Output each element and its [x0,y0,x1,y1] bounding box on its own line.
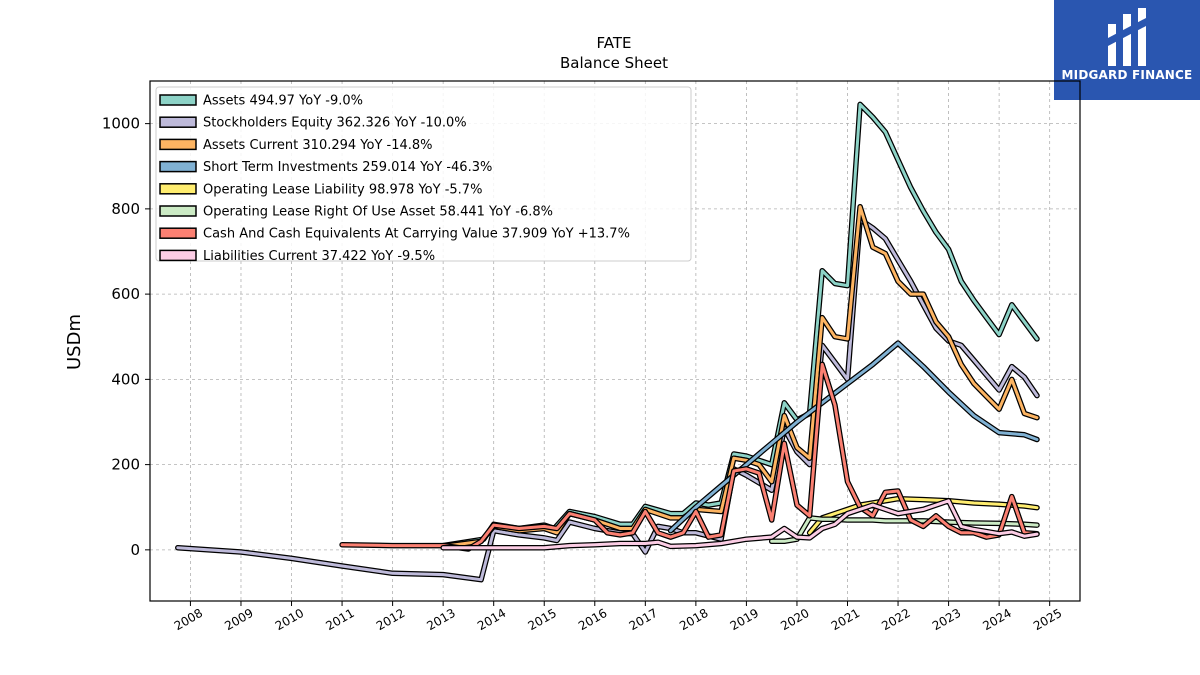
x-tick-label: 2017 [627,606,660,633]
legend-item: Cash And Cash Equivalents At Carrying Va… [159,227,630,242]
series-line [440,498,1040,551]
x-tick-label: 2018 [677,606,710,633]
legend-item: Liabilities Current 37.422 YoY -9.5% [159,249,435,264]
x-tick-label: 2013 [424,606,457,633]
series-line-stroke [441,102,1039,548]
y-axis: 0 200 400 600 800 1000 [102,115,150,559]
x-tick-label: 2020 [778,606,811,633]
legend-label: Assets Current 310.294 YoY -14.8% [203,138,433,153]
legend-label: Short Term Investments 259.014 YoY -46.3… [203,160,492,175]
legend-swatch [159,183,197,195]
legend-swatch [159,138,197,151]
legend-swatch [159,205,197,217]
brand-name: MIDGARD FINANCE [1061,68,1193,82]
y-tick-label: 1000 [102,115,140,133]
series-line [806,495,1040,536]
x-tick-label: 2019 [728,606,761,633]
series-line-stroke [808,497,1039,535]
x-tick-label: 2008 [172,606,205,633]
y-tick-label: 800 [111,200,140,218]
x-tick-label: 2009 [222,606,255,633]
chart-title: FATE [597,34,632,52]
brand-logo: MIDGARD FINANCE [1054,0,1200,100]
series-line-stroke [176,218,1039,582]
y-tick-label: 0 [130,541,140,559]
legend-swatch [159,160,197,173]
series-line-stroke [441,499,1039,550]
series-line [768,515,1040,545]
midgard-logo-icon [1108,8,1146,66]
legend-item: Assets Current 310.294 YoY -14.8% [159,138,433,153]
legend-swatch [159,116,197,128]
legend-item: Operating Lease Liability 98.978 YoY -5.… [159,182,482,197]
x-tick-label: 2015 [526,606,559,633]
chart-subtitle: Balance Sheet [560,54,668,72]
x-tick-label: 2022 [879,606,912,633]
legend-item: Short Term Investments 259.014 YoY -46.3… [159,160,492,175]
x-tick-label: 2024 [980,606,1013,633]
plot-frame [149,80,1081,602]
x-tick-label: 2021 [829,606,862,633]
series-group [175,101,1040,583]
y-tick-label: 600 [111,285,140,303]
series-line [339,361,1040,552]
y-tick-label: 400 [111,370,140,388]
legend-label: Assets 494.97 YoY -9.0% [203,94,363,109]
legend-item: Operating Lease Right Of Use Asset 58.44… [159,205,553,220]
x-tick-label: 2016 [576,606,609,633]
legend-swatch [159,94,197,106]
x-tick-label: 2010 [273,606,306,633]
series-line [175,216,1040,583]
series-line-stroke [770,516,1039,543]
series-line [440,101,1040,549]
series-line-stroke [340,362,1039,551]
legend-label: Operating Lease Right Of Use Asset 58.44… [203,205,553,220]
y-tick-label: 200 [111,456,140,474]
legend: Assets 494.97 YoY -9.0% Stockholders Equi… [155,86,692,264]
legend-label: Cash And Cash Equivalents At Carrying Va… [203,227,630,242]
x-tick-label: 2014 [475,606,508,633]
legend-label: Stockholders Equity 362.326 YoY -10.0% [203,116,467,131]
legend-swatch [159,227,197,239]
x-tick-label: 2023 [930,606,963,633]
x-tick-label: 2025 [1031,606,1064,633]
legend-item: Stockholders Equity 362.326 YoY -10.0% [159,116,467,131]
legend-label: Operating Lease Liability 98.978 YoY -5.… [203,182,482,197]
x-tick-label: 2011 [323,606,356,633]
x-tick-label: 2012 [374,606,407,633]
x-axis: 2008 2009 2010 2011 2012 2013 2014 2015 2016 2017… [172,601,1064,633]
y-axis-label: USDm [64,314,85,370]
legend-box [155,86,692,262]
legend-item: Assets 494.97 YoY -9.0% [159,94,363,109]
legend-label: Liabilities Current 37.422 YoY -9.5% [203,249,435,264]
legend-swatch [159,249,197,262]
